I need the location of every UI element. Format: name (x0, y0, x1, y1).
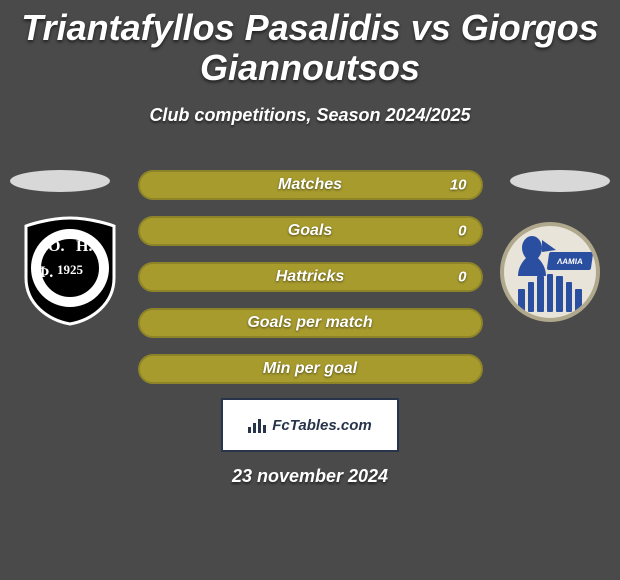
stat-row-hattricks: Hattricks 0 (138, 262, 483, 292)
stat-label: Matches (278, 176, 342, 194)
bar-chart-icon (248, 417, 266, 433)
stat-row-goals: Goals 0 (138, 216, 483, 246)
stat-label: Min per goal (263, 360, 357, 378)
club-badge-left: Ο. Η. Φ. 1925 (20, 216, 120, 326)
attribution-badge: FcTables.com (221, 398, 399, 452)
stat-value-right: 0 (458, 269, 466, 286)
club-badge-right: ΛΑΜΙΑ (500, 216, 600, 326)
ofi-badge: Ο. Η. Φ. 1925 (20, 216, 120, 326)
stat-value-right: 0 (458, 223, 466, 240)
ofi-year: 1925 (57, 262, 83, 278)
platform-left (10, 170, 110, 192)
stats-container: Matches 10 Goals 0 Hattricks 0 Goals per… (138, 170, 483, 384)
attribution-text: FcTables.com (272, 417, 371, 434)
stat-row-goals-per-match: Goals per match (138, 308, 483, 338)
stat-row-min-per-goal: Min per goal (138, 354, 483, 384)
ofi-text-l: Φ. (36, 264, 53, 282)
stat-label: Hattricks (276, 268, 344, 286)
date-line: 23 november 2024 (0, 466, 620, 487)
comparison-arena: Ο. Η. Φ. 1925 ΛΑΜΙΑ Matches 10 (0, 170, 620, 487)
page-title: Triantafyllos Pasalidis vs Giorgos Giann… (0, 0, 620, 87)
ofi-text-tl: Ο. (48, 238, 64, 256)
platform-right (510, 170, 610, 192)
ofi-text-tr: Η. (76, 238, 92, 256)
stat-label: Goals (288, 222, 332, 240)
lamia-stripes (518, 274, 582, 312)
lamia-banner: ΛΑΜΙΑ (547, 252, 594, 270)
subtitle: Club competitions, Season 2024/2025 (0, 105, 620, 126)
lamia-badge: ΛΑΜΙΑ (500, 222, 600, 322)
stat-label: Goals per match (247, 314, 372, 332)
stat-value-right: 10 (450, 177, 467, 194)
stat-row-matches: Matches 10 (138, 170, 483, 200)
